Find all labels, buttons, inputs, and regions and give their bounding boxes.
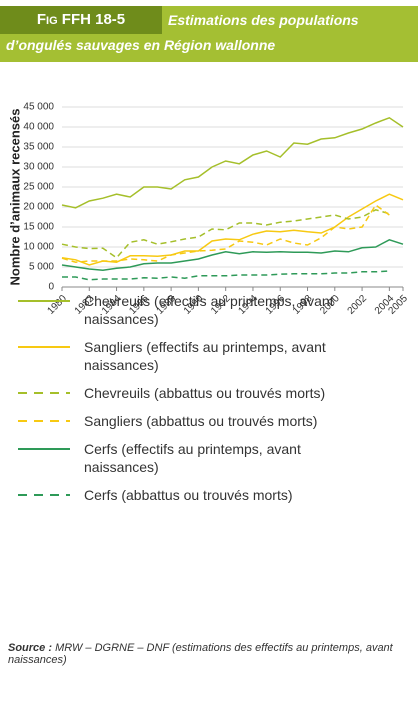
legend-label: Sangliers (effectifs au printemps, avant… bbox=[84, 339, 326, 373]
y-tick-label: 25 000 bbox=[23, 182, 54, 193]
legend-item: Chevreuils (effectifs au printemps, avan… bbox=[0, 292, 418, 328]
legend-label: Cerfs (effectifs au printemps, avant nai… bbox=[84, 441, 301, 475]
source-label: Source : bbox=[8, 642, 53, 654]
figure-label: Fig FFH 18-5 bbox=[0, 6, 162, 34]
y-tick-label: 5 000 bbox=[29, 262, 54, 273]
y-tick-label: 30 000 bbox=[23, 162, 54, 173]
series-line bbox=[62, 270, 390, 281]
series-line bbox=[61, 116, 404, 209]
y-tick-label: 0 bbox=[48, 282, 54, 293]
legend-item: Sangliers (abbattus ou trouvés morts) bbox=[0, 412, 418, 430]
chart-title: Estimations des populations d’ongulés sa… bbox=[6, 12, 359, 53]
y-tick-label: 20 000 bbox=[23, 202, 54, 213]
legend-swatch bbox=[18, 420, 70, 422]
y-axis-label: Nombre d’animaux recensés bbox=[7, 108, 22, 285]
y-tick-label: 10 000 bbox=[23, 242, 54, 253]
legend-item: Sangliers (effectifs au printemps, avant… bbox=[0, 338, 418, 374]
y-tick-label: 15 000 bbox=[23, 222, 54, 233]
chart: Nombre d’animaux recensés 0 5 000 10 000 15… bbox=[7, 102, 410, 317]
legend-swatch bbox=[18, 494, 70, 496]
legend-swatch bbox=[18, 392, 70, 394]
legend-label: Chevreuils (effectifs au printemps, avan… bbox=[84, 293, 334, 327]
legend: Chevreuils (effectifs au printemps, avan… bbox=[0, 292, 418, 514]
source: Source : MRW – DGRNE – DNF (estimations … bbox=[8, 642, 408, 666]
series-line bbox=[61, 203, 390, 263]
legend-label: Sangliers (abbattus ou trouvés morts) bbox=[84, 413, 318, 429]
legend-swatch bbox=[18, 448, 70, 450]
y-tick-label: 35 000 bbox=[23, 142, 54, 153]
y-tick-label: 40 000 bbox=[23, 122, 54, 133]
series-line bbox=[61, 238, 404, 271]
legend-swatch bbox=[18, 300, 70, 302]
legend-label: Cerfs (abbattus ou trouvés morts) bbox=[84, 487, 293, 503]
legend-label: Chevreuils (abbattus ou trouvés morts) bbox=[84, 385, 326, 401]
y-tick-label: 45 000 bbox=[23, 102, 54, 113]
legend-item: Chevreuils (abbattus ou trouvés morts) bbox=[0, 384, 418, 402]
legend-item: Cerfs (abbattus ou trouvés morts) bbox=[0, 486, 418, 504]
legend-swatch bbox=[18, 346, 70, 348]
legend-item: Cerfs (effectifs au printemps, avant nai… bbox=[0, 440, 418, 476]
source-text: MRW – DGRNE – DNF (estimations des effec… bbox=[8, 642, 393, 666]
series-line bbox=[61, 193, 404, 266]
